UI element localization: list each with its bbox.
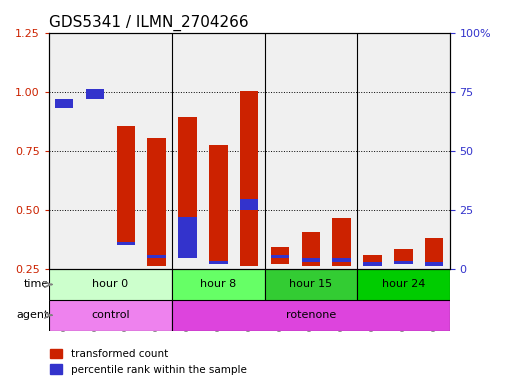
Bar	[178, 116, 196, 219]
Bar	[116, 126, 135, 245]
Bar	[424, 262, 442, 266]
FancyBboxPatch shape	[172, 300, 449, 331]
Bar	[363, 262, 381, 266]
Bar	[209, 145, 227, 264]
FancyBboxPatch shape	[48, 300, 172, 331]
Bar	[55, 99, 73, 108]
Bar	[147, 138, 166, 266]
Bar	[239, 199, 258, 210]
Bar	[209, 261, 227, 264]
Bar	[116, 242, 135, 245]
Bar	[270, 247, 289, 264]
Bar	[393, 249, 412, 264]
Text: agent: agent	[16, 310, 48, 320]
FancyBboxPatch shape	[172, 269, 264, 300]
FancyBboxPatch shape	[357, 269, 449, 300]
Bar	[86, 89, 104, 99]
FancyBboxPatch shape	[264, 269, 357, 300]
Text: hour 8: hour 8	[200, 280, 236, 290]
Text: hour 0: hour 0	[92, 280, 128, 290]
Text: hour 15: hour 15	[289, 280, 332, 290]
Bar	[178, 217, 196, 258]
Bar	[332, 218, 350, 266]
Legend: transformed count, percentile rank within the sample: transformed count, percentile rank withi…	[45, 345, 250, 379]
Text: control: control	[91, 310, 129, 320]
Text: hour 24: hour 24	[381, 280, 424, 290]
Bar	[301, 258, 320, 262]
Bar	[424, 238, 442, 266]
Bar	[239, 91, 258, 266]
Bar	[301, 232, 320, 266]
Text: GDS5341 / ILMN_2704266: GDS5341 / ILMN_2704266	[48, 15, 248, 31]
Bar	[363, 255, 381, 266]
Text: rotenone: rotenone	[285, 310, 335, 320]
Bar	[393, 261, 412, 264]
Bar	[332, 258, 350, 262]
Bar	[270, 255, 289, 258]
Text: time: time	[23, 280, 48, 290]
FancyBboxPatch shape	[48, 269, 172, 300]
Bar	[147, 255, 166, 258]
